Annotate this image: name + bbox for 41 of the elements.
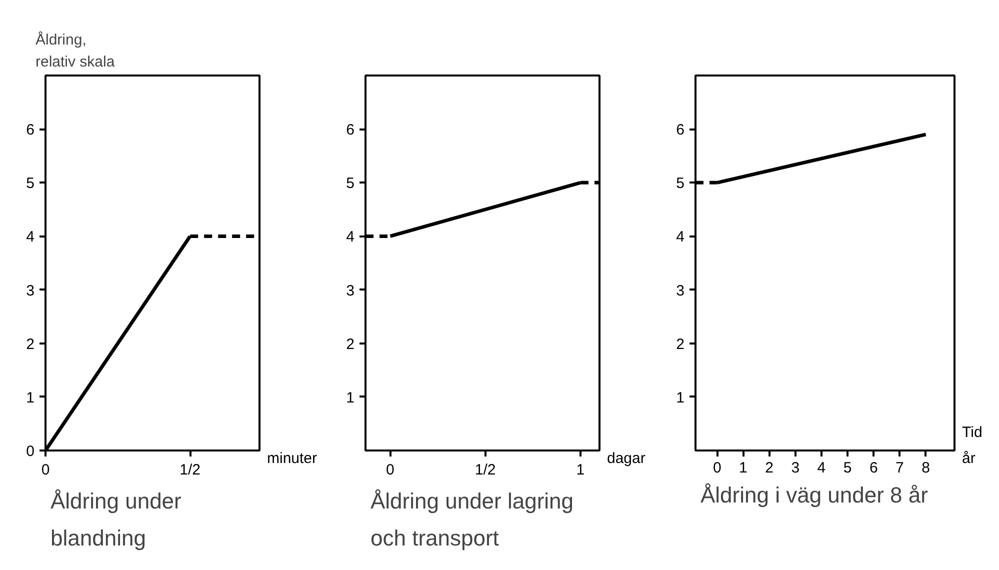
y-tick-label: 2 [676, 336, 684, 353]
x-tick-label: 1/2 [180, 462, 201, 478]
x-tick-label: 0 [712, 460, 722, 476]
x-tick-label: 1 [576, 462, 585, 478]
y-tick-label: 6 [676, 122, 684, 139]
y-tick-label: 3 [26, 282, 34, 300]
y-tick-label: 4 [676, 228, 684, 246]
x-tick-label: 1/2 [474, 462, 496, 478]
y-tick-label: 3 [676, 282, 684, 300]
text: dagar [607, 449, 646, 469]
x-axis-title: Åldring i väg under 8 år [700, 482, 928, 508]
y-tick-label: 4 [26, 228, 34, 246]
text: minuter [267, 449, 318, 469]
y-tick-label: 5 [676, 175, 684, 192]
x-tick-label: 0 [386, 462, 394, 478]
x-axis-title: Åldring under blandning [50, 488, 182, 550]
y-tick-label: 5 [346, 175, 354, 192]
y-tick-label: 0 [26, 443, 34, 460]
x-tick-label: 0 [41, 462, 50, 478]
x-tick-label: 3 [791, 460, 800, 476]
y-axis-title: Åldring, relativ skala [36, 30, 116, 70]
x-tick-label: 6 [869, 460, 878, 476]
y-tick-label: 1 [26, 389, 34, 406]
x-tick-label: 1 [739, 460, 748, 476]
text: Tid [962, 423, 982, 443]
y-tick-label: 6 [26, 122, 34, 139]
y-tick-label: 1 [346, 389, 354, 406]
y-tick-label: 2 [26, 336, 34, 353]
x-tick-label: 2 [765, 460, 774, 476]
x-tick-label: 8 [922, 460, 930, 476]
y-tick-label: 4 [346, 228, 354, 246]
text: år [962, 449, 976, 469]
y-tick-label: 1 [676, 389, 684, 406]
y-tick-label: 5 [26, 175, 34, 192]
x-tick-label: 5 [843, 460, 852, 476]
y-tick-label: 2 [346, 336, 354, 353]
y-tick-label: 6 [346, 122, 354, 139]
x-axis-title: Åldring under lagring och transport [370, 488, 574, 550]
y-tick-label: 3 [346, 282, 354, 300]
x-tick-label: 4 [817, 460, 826, 476]
x-tick-label: 7 [896, 460, 904, 476]
